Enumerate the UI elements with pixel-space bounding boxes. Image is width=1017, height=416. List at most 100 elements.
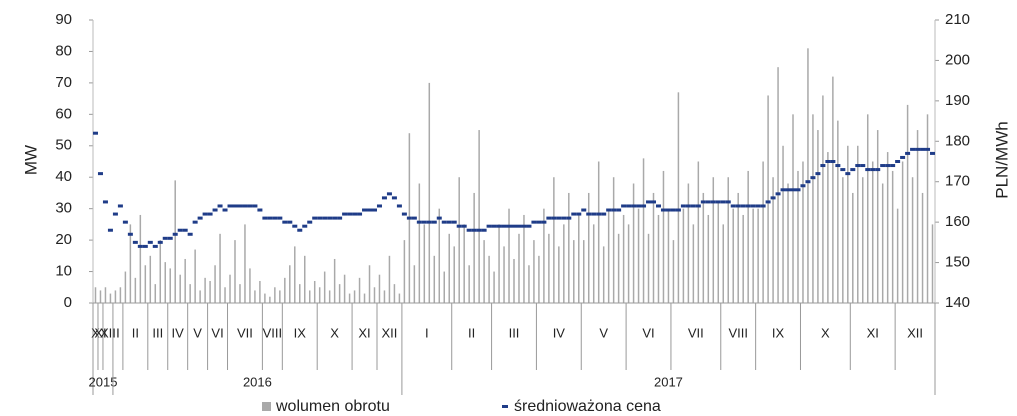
price-marker — [416, 220, 422, 224]
bar — [637, 208, 640, 303]
bar — [757, 208, 759, 303]
price-marker — [371, 208, 377, 212]
price-marker — [496, 224, 502, 228]
y2-tick-label: 180 — [945, 132, 970, 149]
bar — [303, 255, 306, 303]
price-marker — [870, 168, 876, 172]
price-marker — [880, 164, 886, 168]
price-marker — [182, 228, 188, 232]
bar — [368, 265, 371, 303]
bar — [174, 180, 176, 303]
y2-tick-label: 210 — [945, 11, 970, 28]
bar — [871, 161, 874, 303]
bar — [483, 240, 485, 303]
bar — [463, 224, 465, 303]
bar — [269, 296, 271, 303]
price-marker — [192, 220, 198, 224]
bar — [114, 290, 117, 303]
price-marker — [800, 184, 806, 188]
bar — [563, 224, 565, 303]
bar — [308, 290, 311, 303]
bar — [144, 265, 147, 303]
price-marker — [860, 164, 866, 168]
bar — [896, 208, 899, 303]
price-marker — [391, 196, 397, 200]
price-marker — [426, 220, 432, 224]
month-label: VIII — [263, 325, 283, 340]
bar — [458, 177, 460, 303]
y-tick-label: 10 — [55, 263, 72, 280]
price-marker — [526, 224, 532, 228]
month-label: V — [599, 325, 608, 340]
bar — [358, 277, 361, 303]
price-marker — [262, 216, 268, 220]
price-marker — [730, 204, 736, 208]
price-marker — [760, 204, 766, 208]
bar — [468, 265, 470, 303]
legend-label: wolumen obrotu — [275, 398, 390, 415]
bar — [239, 284, 241, 303]
bar — [891, 170, 894, 303]
price-marker — [775, 192, 781, 196]
price-marker — [900, 155, 906, 159]
bar — [518, 233, 520, 303]
month-label: VII — [688, 325, 704, 340]
price-marker — [396, 204, 402, 208]
y2-tick-label: 150 — [945, 254, 970, 271]
price-marker — [660, 208, 666, 212]
bar — [662, 170, 665, 303]
y-tick-label: 70 — [55, 74, 72, 91]
month-label: IV — [553, 325, 566, 340]
price-marker — [217, 204, 223, 208]
price-marker — [825, 160, 831, 163]
bar — [747, 170, 749, 303]
price-marker — [571, 212, 577, 216]
price-marker — [97, 172, 103, 176]
y-tick-label: 30 — [55, 200, 72, 217]
price-marker — [332, 216, 338, 220]
price-marker — [785, 188, 791, 192]
price-marker — [631, 204, 637, 208]
price-marker — [172, 232, 178, 236]
bar — [677, 92, 680, 303]
bar — [423, 224, 426, 303]
legend-swatch — [502, 405, 508, 408]
price-marker — [690, 204, 696, 208]
price-marker — [122, 220, 128, 224]
bar — [378, 274, 381, 303]
bar — [612, 177, 615, 303]
bar — [533, 240, 535, 303]
price-marker — [815, 172, 821, 176]
bar — [224, 287, 226, 303]
price-marker — [606, 208, 612, 212]
bar — [448, 233, 450, 303]
price-marker — [197, 216, 203, 220]
y2-tick-label: 160 — [945, 213, 970, 230]
price-marker — [740, 204, 746, 208]
bar — [548, 233, 550, 303]
price-marker — [810, 176, 816, 180]
bar — [538, 255, 540, 303]
price-marker — [611, 208, 617, 212]
bar — [881, 183, 884, 303]
price-marker — [795, 188, 801, 192]
price-marker — [297, 228, 303, 232]
bar — [827, 152, 829, 303]
bar — [229, 274, 231, 303]
price-marker — [456, 224, 462, 228]
bar — [179, 274, 181, 303]
bar — [617, 233, 620, 303]
bar — [592, 224, 595, 303]
month-label: X — [330, 325, 339, 340]
bar — [189, 284, 191, 303]
month-label: VII — [237, 325, 253, 340]
price-marker — [765, 200, 771, 204]
price-marker — [92, 131, 98, 135]
bar — [767, 95, 769, 303]
price-marker — [885, 164, 891, 168]
month-label: I — [116, 325, 120, 340]
price-marker — [930, 151, 936, 155]
price-marker — [466, 228, 472, 232]
price-marker — [780, 188, 786, 192]
bar — [647, 233, 650, 303]
